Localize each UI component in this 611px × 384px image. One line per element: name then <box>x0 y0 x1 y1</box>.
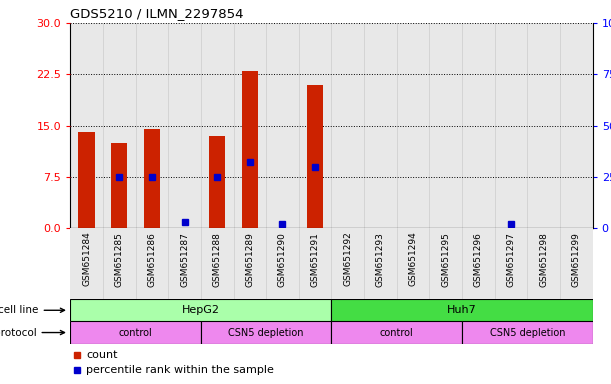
Bar <box>527 228 560 299</box>
Text: CSN5 depletion: CSN5 depletion <box>229 328 304 338</box>
Text: GSM651292: GSM651292 <box>343 232 353 286</box>
Bar <box>364 23 397 228</box>
Bar <box>136 23 168 228</box>
Text: GSM651294: GSM651294 <box>409 232 417 286</box>
Bar <box>201 228 233 299</box>
Text: control: control <box>119 328 152 338</box>
Text: GSM651297: GSM651297 <box>507 232 516 286</box>
Bar <box>209 136 225 228</box>
Bar <box>307 84 323 228</box>
Bar <box>560 228 593 299</box>
Bar <box>168 23 201 228</box>
Text: GSM651291: GSM651291 <box>310 232 320 286</box>
Bar <box>397 23 430 228</box>
Text: GSM651299: GSM651299 <box>572 232 581 286</box>
Bar <box>103 228 136 299</box>
Text: count: count <box>86 350 117 360</box>
Text: CSN5 depletion: CSN5 depletion <box>489 328 565 338</box>
Bar <box>144 129 160 228</box>
Text: cell line: cell line <box>0 305 65 315</box>
Bar <box>201 23 233 228</box>
Bar <box>331 321 462 344</box>
Bar <box>462 228 495 299</box>
Text: percentile rank within the sample: percentile rank within the sample <box>86 366 274 376</box>
Text: GSM651289: GSM651289 <box>246 232 254 286</box>
Text: GSM651288: GSM651288 <box>213 232 222 286</box>
Bar <box>299 228 331 299</box>
Bar <box>331 228 364 299</box>
Bar <box>242 71 258 228</box>
Bar <box>266 228 299 299</box>
Bar <box>560 23 593 228</box>
Bar <box>397 228 430 299</box>
Text: GSM651290: GSM651290 <box>278 232 287 286</box>
Bar <box>430 228 462 299</box>
Text: GSM651298: GSM651298 <box>539 232 548 286</box>
Bar <box>136 228 168 299</box>
Text: HepG2: HepG2 <box>182 305 220 315</box>
Bar <box>462 23 495 228</box>
Bar <box>430 23 462 228</box>
Bar <box>103 23 136 228</box>
Bar <box>331 299 593 321</box>
Bar <box>233 228 266 299</box>
Text: GSM651287: GSM651287 <box>180 232 189 286</box>
Bar <box>299 23 331 228</box>
Text: protocol: protocol <box>0 328 65 338</box>
Text: Huh7: Huh7 <box>447 305 477 315</box>
Text: GSM651296: GSM651296 <box>474 232 483 286</box>
Text: GSM651286: GSM651286 <box>147 232 156 286</box>
Bar <box>495 23 527 228</box>
Bar <box>70 321 201 344</box>
Bar <box>201 321 331 344</box>
Bar <box>70 23 103 228</box>
Text: GSM651293: GSM651293 <box>376 232 385 286</box>
Bar <box>168 228 201 299</box>
Bar <box>462 321 593 344</box>
Bar <box>70 299 331 321</box>
Text: GDS5210 / ILMN_2297854: GDS5210 / ILMN_2297854 <box>70 7 244 20</box>
Bar <box>233 23 266 228</box>
Bar <box>527 23 560 228</box>
Text: control: control <box>380 328 414 338</box>
Bar <box>495 228 527 299</box>
Text: GSM651285: GSM651285 <box>115 232 124 286</box>
Bar <box>266 23 299 228</box>
Bar <box>111 143 128 228</box>
Bar <box>70 228 103 299</box>
Text: GSM651284: GSM651284 <box>82 232 91 286</box>
Bar <box>331 23 364 228</box>
Text: GSM651295: GSM651295 <box>441 232 450 286</box>
Bar <box>78 132 95 228</box>
Bar <box>364 228 397 299</box>
